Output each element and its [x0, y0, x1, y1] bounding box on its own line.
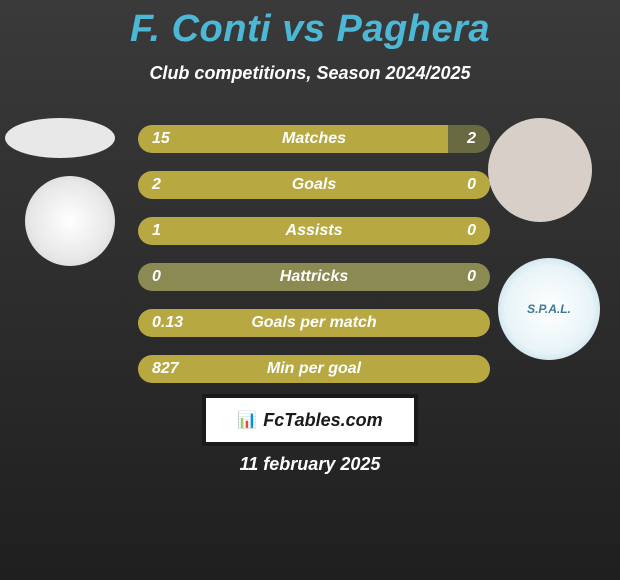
comparison-subtitle: Club competitions, Season 2024/2025: [0, 63, 620, 84]
stat-left-value: 827: [152, 360, 179, 378]
stat-right-value: 0: [467, 222, 476, 240]
stat-label: Goals: [292, 176, 336, 194]
stat-label: Min per goal: [267, 360, 361, 378]
player-right-avatar: [488, 118, 592, 222]
stat-label: Hattricks: [280, 268, 348, 286]
date-label: 11 february 2025: [240, 454, 381, 475]
stat-row: 0 0 Hattricks: [138, 263, 490, 291]
comparison-title: F. Conti vs Paghera: [0, 0, 620, 51]
club-right-label: S.P.A.L.: [527, 302, 571, 316]
stat-row: 2 0 Goals: [138, 171, 490, 199]
club-left-logo: [25, 176, 115, 266]
stat-label: Assists: [286, 222, 343, 240]
stats-container: 15 2 Matches 2 0 Goals 1 0 Assists 0 0 Hattricks 0.1…: [138, 125, 490, 401]
stat-right-value: 0: [467, 268, 476, 286]
stat-row: 1 0 Assists: [138, 217, 490, 245]
player-left-avatar: [5, 118, 115, 158]
brand-label: FcTables.com: [263, 410, 382, 431]
stat-label: Goals per match: [251, 314, 376, 332]
stat-left-value: 1: [152, 222, 161, 240]
stat-label: Matches: [282, 130, 346, 148]
stat-left-value: 2: [152, 176, 161, 194]
stat-right-value: 0: [467, 176, 476, 194]
brand-chart-icon: 📊: [237, 410, 257, 430]
stat-right-value: 2: [467, 130, 476, 148]
stat-left-value: 0: [152, 268, 161, 286]
stat-left-value: 0.13: [152, 314, 183, 332]
stat-left-value: 15: [152, 130, 170, 148]
stat-row: 15 2 Matches: [138, 125, 490, 153]
stat-row: 827 Min per goal: [138, 355, 490, 383]
club-right-logo: S.P.A.L.: [498, 258, 600, 360]
brand-box: 📊 FcTables.com: [202, 394, 418, 446]
stat-row: 0.13 Goals per match: [138, 309, 490, 337]
